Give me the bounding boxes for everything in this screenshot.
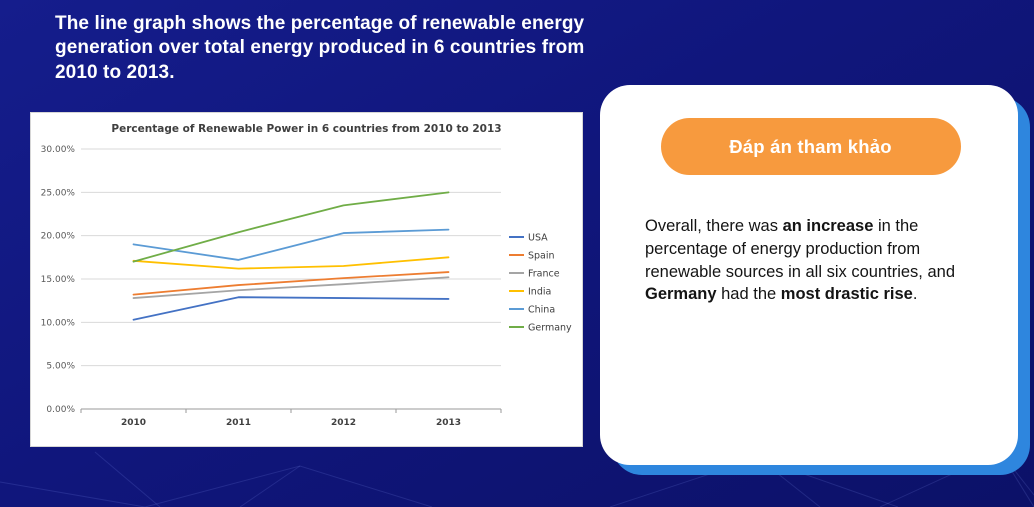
x-tick-label: 2013 xyxy=(436,418,461,428)
y-tick-label: 30.00% xyxy=(41,145,76,155)
legend-label-China: China xyxy=(528,305,555,316)
y-tick-label: 10.00% xyxy=(41,318,76,328)
series-line-Germany xyxy=(132,191,450,263)
legend-label-Germany: Germany xyxy=(528,323,572,334)
x-tick-label: 2011 xyxy=(226,418,251,428)
x-tick-label: 2012 xyxy=(331,418,356,428)
answer-text-segment: in the percentage of energy production f… xyxy=(645,217,955,281)
answer-text-bold: Germany xyxy=(645,285,717,304)
y-tick-label: 0.00% xyxy=(46,405,75,415)
y-tick-label: 25.00% xyxy=(41,188,76,198)
task-description: The line graph shows the percentage of r… xyxy=(55,13,585,83)
y-tick-label: 5.00% xyxy=(46,362,75,372)
series-line-India xyxy=(132,256,450,270)
answer-text-bold: an increase xyxy=(782,217,874,235)
answer-text-segment: . xyxy=(912,285,918,304)
answer-card: Đáp án tham khảo Overall, there was an i… xyxy=(600,85,1018,465)
line-chart: 0.00% 5.00% 10.00% 15.00% 20.00% 25.00% 30.00%… xyxy=(41,145,572,428)
series-line-Spain xyxy=(132,271,450,296)
legend-label-India: India xyxy=(528,287,551,298)
answer-text-bold: most drastic rise xyxy=(780,285,913,304)
legend-label-USA: USA xyxy=(528,233,548,244)
series-line-USA xyxy=(132,296,450,321)
answer-reveal-button[interactable]: Đáp án tham khảo xyxy=(660,118,961,175)
y-tick-label: 15.00% xyxy=(41,275,76,285)
answer-text: Overall, there was an increase in the pe… xyxy=(645,215,976,306)
y-tick-label: 20.00% xyxy=(41,232,76,242)
legend-label-France: France xyxy=(528,269,560,280)
answer-text-segment: had the xyxy=(716,285,781,304)
x-tick-label: 2010 xyxy=(121,418,146,428)
answer-text-segment: Overall, there was xyxy=(645,217,783,235)
legend-label-Spain: Spain xyxy=(528,251,555,262)
series-line-France xyxy=(132,276,450,299)
chart-card: Percentage of Renewable Power in 6 count… xyxy=(30,112,583,447)
series-line-China xyxy=(132,228,450,261)
chart-title: Percentage of Renewable Power in 6 count… xyxy=(111,123,502,135)
